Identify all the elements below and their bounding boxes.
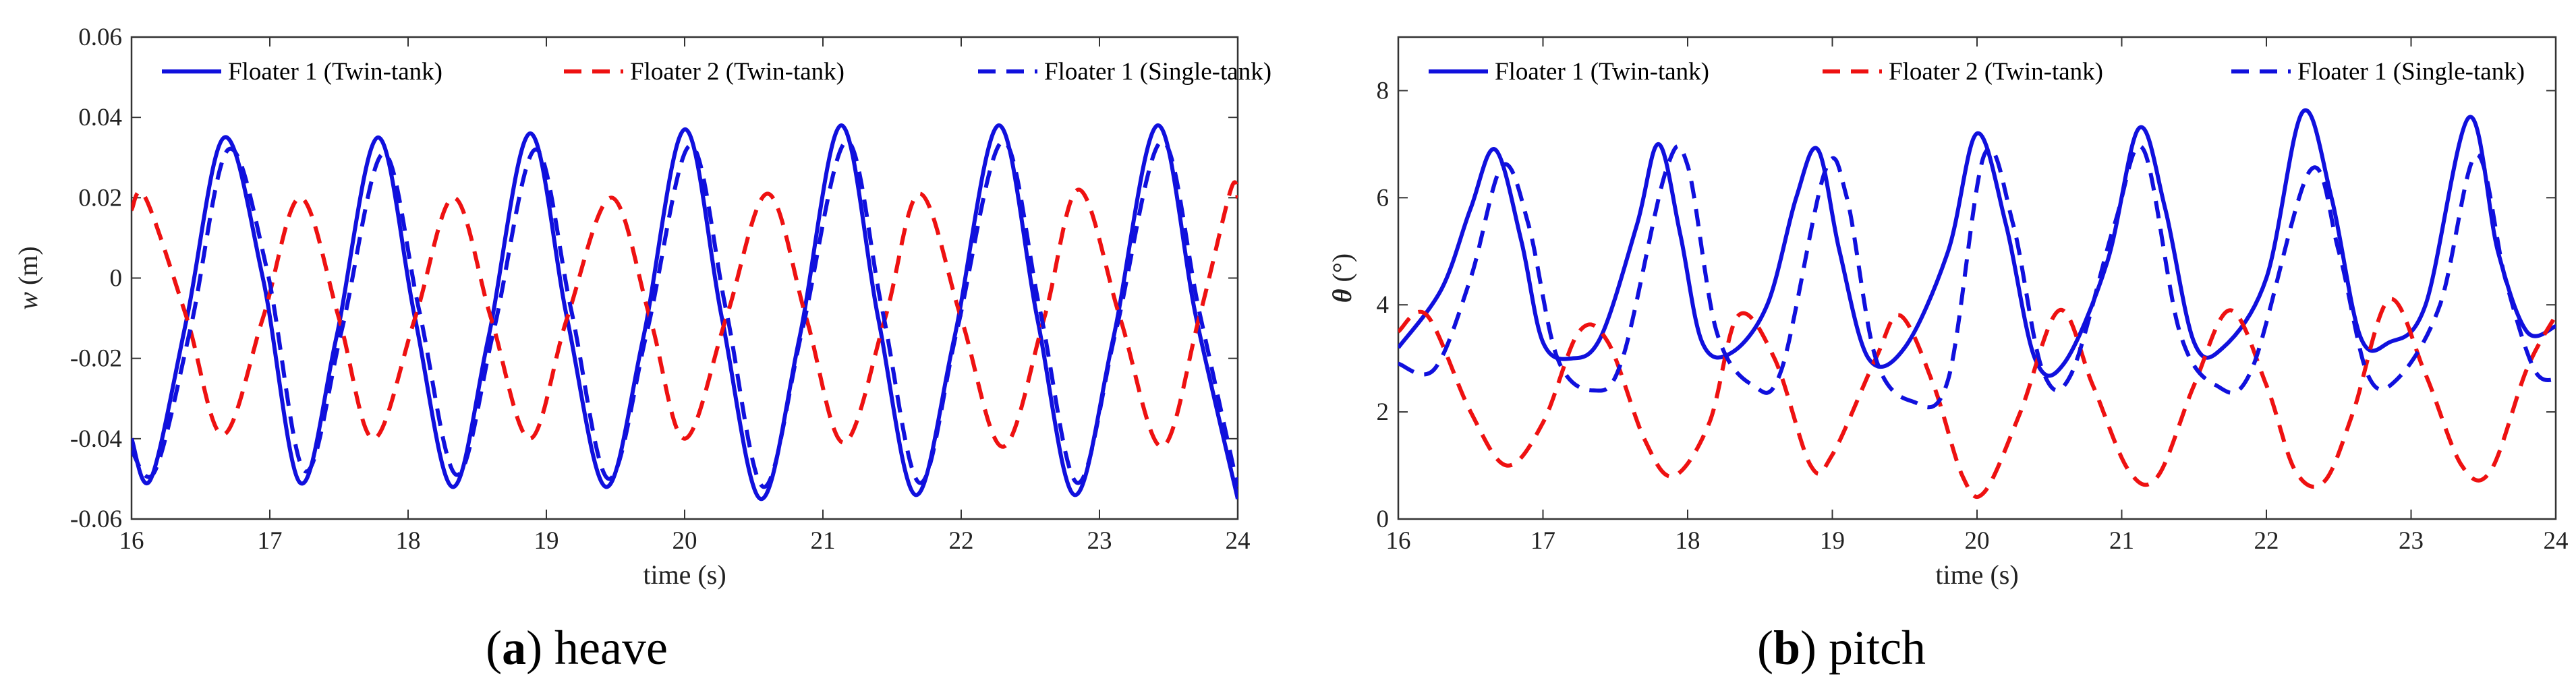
- legend-label-3: Floater 1 (Single-tank): [1044, 58, 1271, 86]
- subfigure-caption: (a) heave: [486, 621, 668, 675]
- caption-text: pitch: [1829, 621, 1926, 675]
- x-axis-label: time (s): [643, 559, 726, 590]
- x-axis-label: time (s): [1935, 559, 2018, 590]
- series-line-3: [132, 139, 1238, 489]
- caption-paren-open: (: [1757, 621, 1773, 675]
- x-tick-label: 23: [1087, 527, 1112, 555]
- x-tick-label: 21: [811, 527, 836, 555]
- legend-label-1: Floater 1 (Twin-tank): [228, 58, 442, 86]
- y-axis-symbol: w: [13, 292, 43, 310]
- series-line-1: [132, 123, 1238, 502]
- y-tick-label: 0: [110, 265, 123, 293]
- y-axis-label: w (m): [13, 246, 43, 309]
- y-tick-label: 0.02: [78, 184, 122, 212]
- y-tick-label: 4: [1377, 291, 1390, 319]
- legend: Floater 1 (Twin-tank) Floater 2 (Twin-tan…: [1429, 58, 2525, 86]
- x-tick-label: 19: [1820, 527, 1845, 555]
- y-tick-label: 2: [1377, 398, 1390, 426]
- legend: Floater 1 (Twin-tank) Floater 2 (Twin-tan…: [162, 58, 1271, 86]
- x-tick-label: 16: [119, 527, 144, 555]
- y-tick-label: -0.02: [70, 345, 122, 373]
- x-tick-label: 19: [534, 527, 559, 555]
- series-group: [132, 123, 1238, 502]
- y-axis-symbol: θ: [1327, 288, 1357, 303]
- legend-label-1: Floater 1 (Twin-tank): [1495, 58, 1709, 86]
- y-tick-label: 0: [1377, 506, 1390, 533]
- caption-paren-open: (: [486, 621, 502, 675]
- caption-paren-close: ): [526, 621, 554, 675]
- x-tick-label: 21: [2109, 527, 2134, 555]
- series-group: [1398, 108, 2556, 499]
- series-line-1: [1398, 108, 2556, 378]
- legend-label-2: Floater 2 (Twin-tank): [1889, 58, 2103, 86]
- x-tick-label: 16: [1386, 527, 1411, 555]
- y-tick-label: -0.06: [70, 506, 122, 533]
- subfigure-caption: (b) pitch: [1757, 621, 1926, 675]
- series-line-2: [1398, 297, 2556, 499]
- y-tick-label: 8: [1377, 77, 1390, 104]
- x-tick-label: 20: [672, 527, 697, 555]
- caption-text: heave: [554, 621, 668, 675]
- series-line-3: [1398, 144, 2556, 410]
- x-tick-label: 18: [1676, 527, 1700, 555]
- chart-a: 16 17 18 19 20 21 22 23 24 -0.06 -0.04 -0.02 0 0.02 0.…: [13, 24, 1271, 675]
- y-tick-label: -0.04: [70, 425, 122, 453]
- y-axis-unit: (m): [13, 246, 43, 292]
- x-tick-label: 18: [396, 527, 421, 555]
- x-tick-label: 22: [949, 527, 974, 555]
- x-tick-label: 24: [2544, 527, 2569, 555]
- y-axis-unit: (°): [1327, 253, 1357, 289]
- series-line-2: [132, 180, 1238, 449]
- x-tick-label: 24: [1226, 527, 1251, 555]
- x-tick-label: 23: [2399, 527, 2424, 555]
- x-tick-label: 17: [258, 527, 283, 555]
- y-tick-label: 0.06: [78, 24, 122, 51]
- legend-label-2: Floater 2 (Twin-tank): [630, 58, 845, 86]
- legend-label-3: Floater 1 (Single-tank): [2297, 58, 2525, 86]
- x-tick-label: 22: [2254, 527, 2279, 555]
- caption-letter: b: [1773, 621, 1800, 675]
- y-tick-label: 0.04: [78, 104, 122, 131]
- x-tick-label: 20: [1965, 527, 1990, 555]
- caption-letter: a: [502, 621, 526, 675]
- caption-paren-close: ): [1800, 621, 1829, 675]
- y-tick-label: 6: [1377, 184, 1390, 212]
- plot-frame: [1397, 36, 2557, 520]
- y-axis-label: θ (°): [1327, 253, 1357, 303]
- x-tick-label: 17: [1530, 527, 1555, 555]
